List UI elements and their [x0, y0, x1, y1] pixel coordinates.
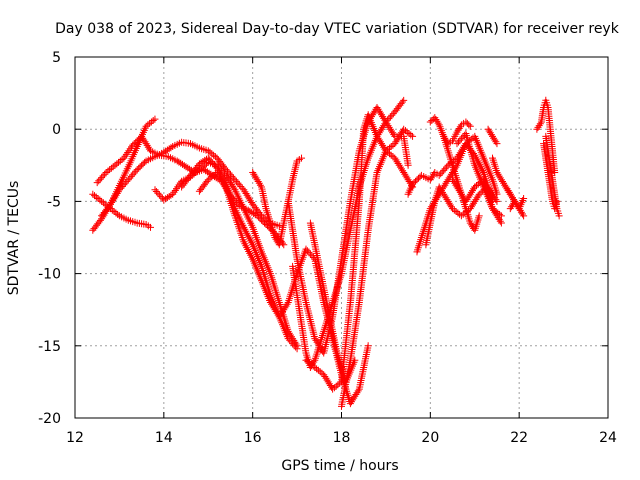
x-axis-label: GPS time / hours: [281, 458, 398, 474]
y-tick-label: -10: [38, 267, 61, 283]
series-track-6: [178, 154, 301, 353]
series-track-25: [426, 114, 474, 148]
y-tick-label: 0: [52, 122, 61, 138]
y-tick-label: -5: [47, 194, 61, 210]
x-tick-label: 14: [155, 430, 173, 446]
series-track-11: [338, 125, 417, 410]
y-tick-label: -20: [38, 411, 61, 427]
x-axis-ticks: 12 14 16 18 20 22 24: [66, 57, 617, 446]
plus-marker-track: [302, 111, 417, 393]
series-track-4: [98, 138, 283, 230]
plus-marker-track: [151, 158, 301, 350]
plus-marker-track: [426, 114, 474, 148]
plus-marker-track: [249, 154, 306, 249]
x-tick-label: 18: [333, 430, 351, 446]
series-track-24: [540, 140, 561, 213]
x-tick-label: 16: [244, 430, 262, 446]
y-tick-label: 5: [52, 50, 61, 66]
plus-marker-track: [98, 138, 283, 230]
series-track-5: [151, 158, 301, 350]
plus-marker-track: [89, 190, 155, 231]
x-tick-label: 20: [421, 430, 439, 446]
series-track-28: [502, 183, 519, 205]
series-track-13: [249, 154, 306, 249]
plus-marker-track: [502, 183, 519, 205]
plus-marker-track: [540, 140, 561, 213]
y-axis-ticks: 5 0 -5 -10 -15 -20: [38, 50, 608, 427]
plus-marker-track: [93, 132, 288, 249]
series-track-10: [302, 111, 417, 393]
chart-title: Day 038 of 2023, Sidereal Day-to-day VTE…: [55, 21, 620, 37]
plus-marker-track: [338, 125, 417, 410]
plus-marker-track: [306, 219, 359, 386]
y-axis-label: SDTVAR / TECUs: [6, 181, 22, 296]
series-track-26: [484, 125, 501, 148]
plus-marker-track: [533, 96, 559, 177]
y-tick-label: -15: [38, 339, 61, 355]
plus-marker-track: [449, 176, 479, 205]
x-tick-label: 22: [510, 430, 528, 446]
series-track-12: [306, 219, 359, 386]
plus-marker-track: [484, 125, 501, 148]
series-track-2: [89, 190, 155, 231]
data-points: [89, 96, 563, 410]
x-tick-label: 24: [599, 430, 617, 446]
x-tick-label: 12: [66, 430, 84, 446]
series-track-3: [93, 132, 288, 249]
series-track-22: [533, 96, 559, 177]
series-track-27: [449, 176, 479, 205]
plus-marker-track: [178, 154, 301, 353]
